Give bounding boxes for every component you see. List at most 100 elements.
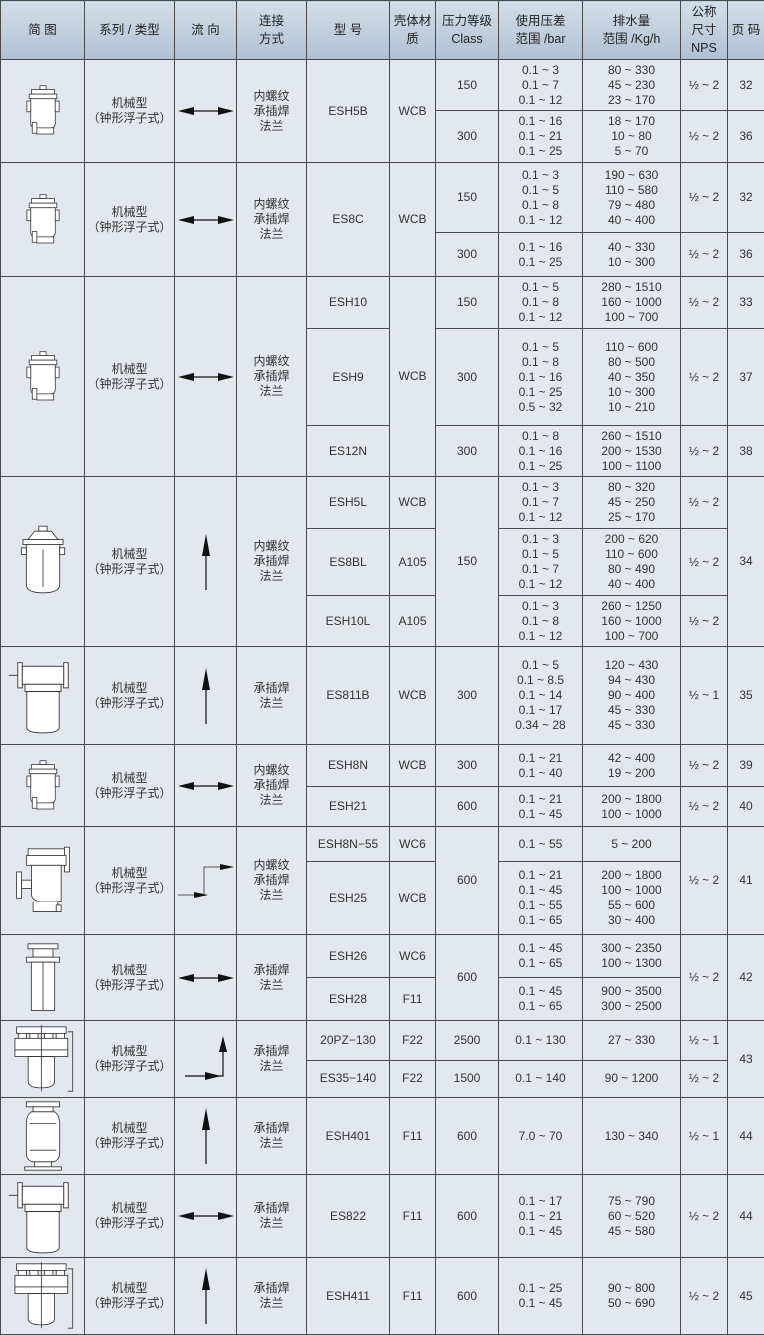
diagram-cell (1, 827, 85, 935)
nps-cell: ½ ~ 2 (681, 60, 728, 111)
discharge-range-cell: 90 ~ 1200 (583, 1060, 681, 1097)
nps-cell: ½ ~ 2 (681, 277, 728, 329)
material-cell: WCB (390, 277, 436, 477)
nps-cell: ½ ~ 2 (681, 1175, 728, 1258)
flow-direction-cell (175, 935, 237, 1021)
pressure-range-cell: 0.1 ~ 16 0.1 ~ 25 (499, 233, 583, 277)
flow-direction-cell (175, 1258, 237, 1335)
material-cell: F11 (390, 978, 436, 1021)
flanged-vessel-trap-icon (18, 1098, 68, 1174)
connection-type-cell: 内螺纹 承插焊 法兰 (237, 745, 307, 827)
model-cell: ESH10 (307, 277, 390, 329)
tall-cylinder-trap-icon (18, 940, 68, 1016)
material-cell: WCB (390, 745, 436, 787)
flow-direction-cell (175, 1098, 237, 1175)
class-cell: 300 (436, 329, 499, 426)
connection-type-cell: 承插焊 法兰 (237, 1021, 307, 1098)
series-type-cell: 机械型 （钟形浮子式） (85, 60, 175, 163)
page-number-cell: 34 (728, 477, 764, 647)
flow-direction-cell (175, 60, 237, 163)
pressure-range-cell: 0.1 ~ 3 0.1 ~ 5 0.1 ~ 8 0.1 ~ 12 (499, 163, 583, 233)
model-cell: ESH28 (307, 978, 390, 1021)
up-arrow-icon (196, 666, 216, 726)
class-cell: 150 (436, 277, 499, 329)
class-cell: 300 (436, 647, 499, 745)
pressure-range-cell: 0.1 ~ 17 0.1 ~ 21 0.1 ~ 45 (499, 1175, 583, 1258)
bolted-cover-trap-icon (10, 1021, 76, 1097)
pressure-range-cell: 0.1 ~ 45 0.1 ~ 65 (499, 935, 583, 978)
bell-float-trap-icon (20, 84, 66, 138)
flow-direction-cell (175, 647, 237, 745)
series-type-cell: 机械型 （钟形浮子式） (85, 1098, 175, 1175)
page-number-cell: 43 (728, 1021, 764, 1098)
material-cell: A105 (390, 596, 436, 647)
diagram-cell (1, 1175, 85, 1258)
pressure-range-cell: 0.1 ~ 140 (499, 1060, 583, 1097)
nps-cell: ½ ~ 2 (681, 1060, 728, 1097)
series-type-cell: 机械型 （钟形浮子式） (85, 1175, 175, 1258)
up-arrow-icon (196, 1266, 216, 1326)
model-cell: ES8BL (307, 529, 390, 596)
bell-float-trap-icon (20, 350, 66, 404)
class-cell: 600 (436, 1258, 499, 1335)
model-cell: ESH25 (307, 862, 390, 935)
series-type-cell: 机械型 （钟形浮子式） (85, 163, 175, 277)
page-number-cell: 38 (728, 426, 764, 477)
discharge-range-cell: 42 ~ 400 19 ~ 200 (583, 745, 681, 787)
bolted-cover-trap-icon (10, 1258, 76, 1334)
diagram-cell (1, 477, 85, 647)
discharge-range-cell: 130 ~ 340 (583, 1098, 681, 1175)
material-cell: F11 (390, 1258, 436, 1335)
page-number-cell: 37 (728, 329, 764, 426)
model-cell: ESH401 (307, 1098, 390, 1175)
discharge-range-cell: 27 ~ 330 (583, 1021, 681, 1061)
class-cell: 600 (436, 935, 499, 1021)
pressure-range-cell: 0.1 ~ 3 0.1 ~ 7 0.1 ~ 12 (499, 477, 583, 529)
pressure-range-cell: 0.1 ~ 45 0.1 ~ 65 (499, 978, 583, 1021)
col-header-material: 壳体材 质 (390, 1, 436, 60)
flow-direction-cell (175, 745, 237, 827)
discharge-range-cell: 80 ~ 330 45 ~ 230 23 ~ 170 (583, 60, 681, 111)
bell-float-trap-icon (20, 759, 66, 813)
material-cell: WC6 (390, 935, 436, 978)
class-cell: 600 (436, 1175, 499, 1258)
pressure-range-cell: 0.1 ~ 5 0.1 ~ 8 0.1 ~ 12 (499, 277, 583, 329)
corner-arrow-icon (181, 1034, 231, 1084)
class-cell: 300 (436, 426, 499, 477)
col-header-connection: 连接 方式 (237, 1, 307, 60)
flow-direction-cell (175, 477, 237, 647)
pressure-range-cell: 0.1 ~ 5 0.1 ~ 8.5 0.1 ~ 14 0.1 ~ 17 0.34… (499, 647, 583, 745)
pressure-range-cell: 0.1 ~ 25 0.1 ~ 45 (499, 1258, 583, 1335)
series-type-cell: 机械型 （钟形浮子式） (85, 935, 175, 1021)
nps-cell: ½ ~ 2 (681, 329, 728, 426)
nps-cell: ½ ~ 2 (681, 163, 728, 233)
horizontal-double-arrow-icon (176, 367, 236, 387)
model-cell: ESH8N−55 (307, 827, 390, 862)
pressure-range-cell: 7.0 ~ 70 (499, 1098, 583, 1175)
page-number-cell: 44 (728, 1175, 764, 1258)
pressure-range-cell: 0.1 ~ 130 (499, 1021, 583, 1061)
nps-cell: ½ ~ 1 (681, 1021, 728, 1061)
diagram-cell (1, 745, 85, 827)
page-number-cell: 45 (728, 1258, 764, 1335)
pressure-range-cell: 0.1 ~ 3 0.1 ~ 7 0.1 ~ 12 (499, 60, 583, 111)
nps-cell: ½ ~ 2 (681, 745, 728, 787)
nps-cell: ½ ~ 2 (681, 426, 728, 477)
class-cell: 2500 (436, 1021, 499, 1061)
flow-direction-cell (175, 827, 237, 935)
bell-float-trap-icon (20, 193, 66, 247)
class-cell: 600 (436, 827, 499, 935)
header-row: 简 图 系列 / 类型 流 向 连接 方式 型 号 壳体材 质 压力等级 Cla… (1, 1, 764, 60)
col-header-diagram: 简 图 (1, 1, 85, 60)
col-header-nps: 公称 尺寸 NPS (681, 1, 728, 60)
up-arrow-icon (196, 1106, 216, 1166)
series-type-cell: 机械型 （钟形浮子式） (85, 277, 175, 477)
page-number-cell: 41 (728, 827, 764, 935)
model-cell: ES811B (307, 647, 390, 745)
nps-cell: ½ ~ 2 (681, 111, 728, 163)
discharge-range-cell: 75 ~ 790 60 ~ 520 45 ~ 580 (583, 1175, 681, 1258)
